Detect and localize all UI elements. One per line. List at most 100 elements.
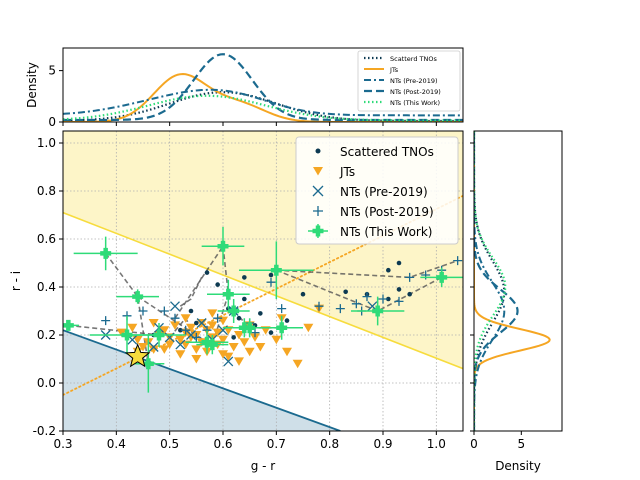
jt-point-50 — [234, 357, 244, 366]
nt-pre-point-2 — [148, 342, 159, 352]
scattered-point-21 — [194, 320, 199, 326]
nt-post-point-5 — [181, 325, 191, 335]
nt-post-point-2 — [138, 306, 148, 316]
lower-boundary-line — [63, 329, 341, 431]
jt-point-46 — [180, 314, 191, 323]
nt-this-point-0 — [63, 319, 74, 331]
legend-label-jts: JTs — [339, 165, 355, 179]
dashed-link-1 — [68, 324, 160, 336]
nt-this-point-10 — [228, 305, 240, 317]
nt-pre-point-5 — [170, 301, 180, 312]
dashed-link-2 — [137, 295, 208, 343]
scattered-point-18 — [178, 327, 183, 333]
scattered-point-10 — [396, 287, 402, 292]
right-density-curves — [474, 131, 551, 431]
scattered-point-12 — [386, 267, 391, 273]
nt-this-point-9 — [222, 288, 234, 300]
top-legend-lines — [364, 56, 384, 104]
jt-point-5 — [148, 345, 159, 354]
right-tick-label-x-5: 5 — [517, 437, 525, 451]
tick-label-y-0.2: 0.2 — [37, 328, 56, 342]
tick-label-y-0.4: 0.4 — [37, 280, 56, 294]
dashed-link-5 — [276, 259, 458, 279]
jt-point-31 — [228, 343, 239, 352]
nt-this-point-1 — [100, 247, 112, 259]
main-legend-box — [295, 136, 459, 245]
jt-point-3 — [138, 343, 148, 352]
tick-label-x-0.6: 0.6 — [213, 437, 232, 451]
legend-label-nts-pre: NTs (Pre-2019) — [340, 185, 428, 199]
scattered-point-13 — [396, 260, 402, 266]
right-xlabel: Density — [495, 459, 541, 473]
jt-point-26 — [212, 328, 223, 338]
jt-point-7 — [159, 326, 170, 335]
main-legend: Scattered TNOs JTs NTs (Pre-2019) NTs (P… — [295, 136, 459, 245]
scattered-point-0 — [204, 270, 210, 275]
jt-point-48 — [148, 319, 159, 328]
nt-this-point-5 — [153, 329, 165, 341]
jt-point-12 — [175, 350, 186, 359]
tick-label-x-0.4: 0.4 — [107, 437, 126, 451]
top-ylabel: Density — [25, 62, 39, 108]
legend-label-nts-this: NTs (This Work) — [340, 225, 432, 239]
scattered-point-4 — [258, 311, 263, 316]
tick-label-y-0.6: 0.6 — [37, 232, 56, 246]
dashed-link-9 — [174, 245, 224, 319]
top-legend-label-scattered: Scatterd TNOs — [390, 55, 437, 63]
nt-post-point-6 — [191, 332, 201, 342]
legend-marker-jts — [313, 167, 323, 176]
main-ticks: 0.3 0.4 0.5 0.6 0.7 0.8 0.9 1.0 -0.2 0.0 0.2 0.4 0.6… — [33, 136, 446, 451]
scattered-point-14 — [231, 335, 236, 340]
nt-post-point-12 — [266, 277, 276, 287]
legend-marker-nts-this — [312, 225, 324, 237]
tick-label-x-0.3: 0.3 — [53, 437, 72, 451]
jt-point-17 — [191, 345, 202, 354]
jt-point-52 — [292, 359, 303, 369]
jt-point-1 — [127, 323, 138, 333]
scattered-point-1 — [215, 282, 220, 287]
nt-post-point-13 — [277, 304, 287, 314]
jt-point-35 — [250, 333, 260, 342]
tick-label-y-1.0: 1.0 — [37, 136, 56, 150]
scattered-point-5 — [268, 272, 274, 278]
tick-label-y--0.2: -0.2 — [33, 424, 56, 438]
jt-point-42 — [191, 355, 202, 364]
legend-marker-scattered — [315, 148, 321, 154]
nt-this-point-16 — [436, 271, 448, 283]
right-density-curve-2 — [474, 131, 506, 431]
main-xlabel: g - r — [251, 459, 276, 473]
top-axes-frame — [62, 47, 464, 123]
scattered-point-23 — [284, 318, 290, 323]
tick-label-y-0.0: 0.0 — [37, 376, 56, 390]
top-legend-label-jts: JTs — [389, 66, 399, 74]
scattered-point-22 — [268, 330, 274, 335]
jt-point-43 — [207, 309, 218, 318]
legend-marker-nts-pre — [312, 185, 324, 197]
right-density-curve-4 — [474, 131, 507, 431]
main-legend-markers — [308, 148, 328, 238]
jt-point-15 — [186, 323, 196, 333]
top-ticks: 05 — [48, 64, 437, 129]
main-ylabel: r - i — [9, 271, 23, 291]
jt-point-10 — [170, 321, 180, 330]
jt-point-36 — [255, 343, 266, 352]
jt-point-39 — [282, 347, 292, 357]
nt-post-point-0 — [101, 316, 111, 326]
scattered-point-11 — [407, 291, 412, 297]
jt-point-45 — [159, 345, 170, 354]
nt-post-point-14 — [314, 301, 324, 311]
main-axes-frame — [62, 130, 464, 432]
jt-point-47 — [218, 350, 228, 359]
legend-marker-nts-post — [313, 206, 323, 216]
nt-this-point-12 — [244, 322, 256, 334]
reference-star — [124, 343, 151, 368]
nt-post-point-8 — [213, 313, 223, 323]
jt-point-11 — [175, 335, 186, 345]
scattered-point-16 — [188, 308, 194, 314]
top-legend-label-nts-this: NTs (This Work) — [390, 99, 440, 107]
top-tick-label-y-0: 0 — [48, 115, 56, 129]
data-points — [63, 227, 463, 393]
nt-this-point-15 — [372, 305, 384, 317]
nt-post-point-19 — [394, 296, 404, 306]
